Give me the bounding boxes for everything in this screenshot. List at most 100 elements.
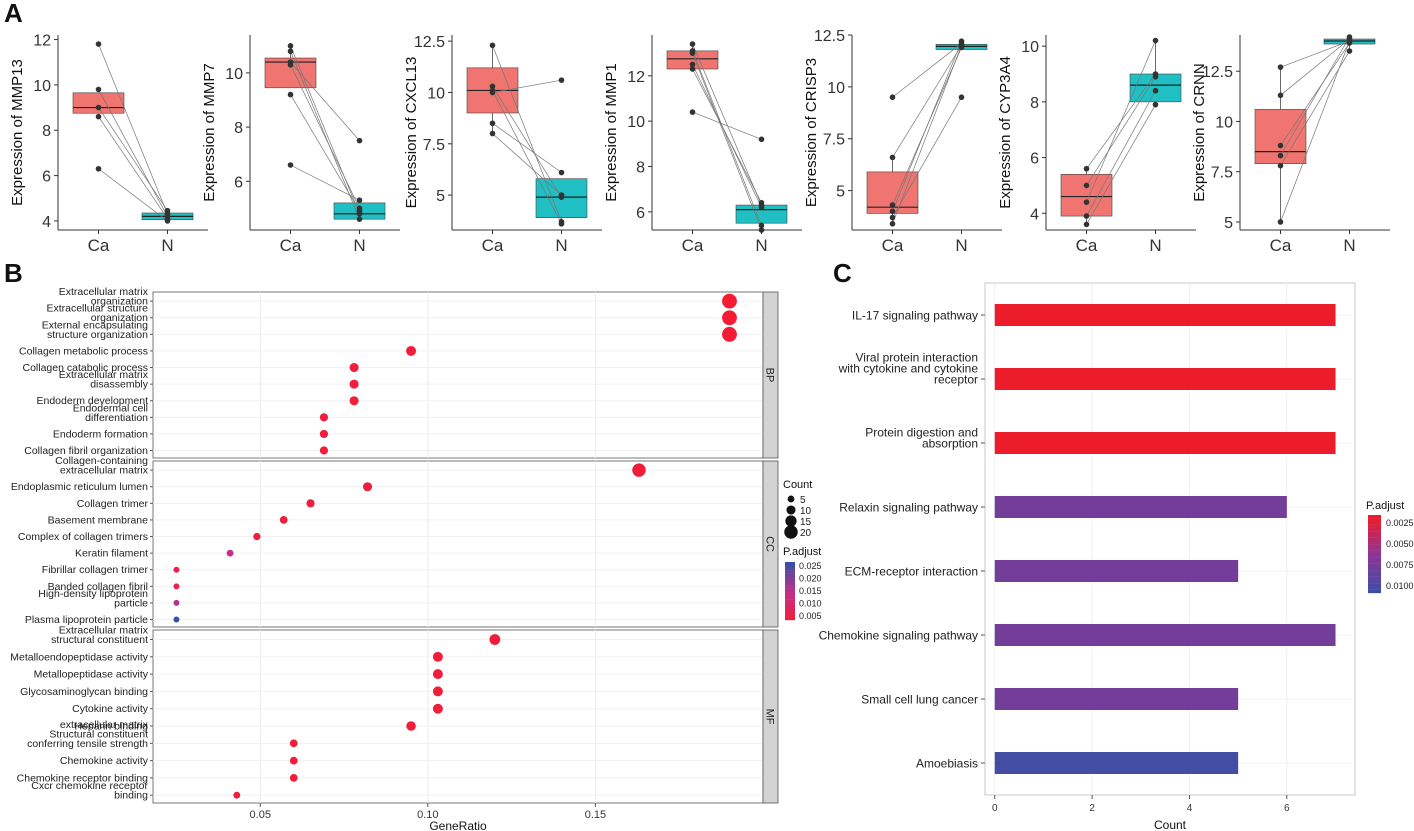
term-label: Endoderm formation bbox=[53, 428, 148, 440]
dot-term bbox=[289, 756, 298, 765]
legend-label: 5 bbox=[800, 495, 806, 506]
x-tick-label: Ca bbox=[88, 236, 110, 255]
pair-line bbox=[892, 45, 962, 224]
dot-term bbox=[432, 669, 443, 680]
dot-term bbox=[489, 634, 501, 645]
colorbar-segment bbox=[1368, 573, 1381, 577]
y-tick-label: 7.5 bbox=[423, 137, 445, 154]
term-label: Metallopeptidase activity bbox=[34, 669, 149, 681]
sample-point-ca bbox=[489, 42, 496, 49]
colorbar-segment bbox=[1368, 560, 1381, 564]
legend-title: Count bbox=[783, 479, 812, 491]
legend-label: 0.0075 bbox=[1386, 560, 1414, 570]
sample-point-ca bbox=[95, 41, 102, 47]
x-axis-label: Count bbox=[1154, 818, 1187, 831]
pair-line bbox=[1280, 36, 1350, 156]
term-label: Basement membrane bbox=[48, 514, 149, 526]
y-tick-label: 6 bbox=[1030, 151, 1039, 168]
y-tick-label: 5 bbox=[836, 184, 845, 201]
pathway-label: Amoebiasis bbox=[916, 757, 978, 771]
term-label: Banded collagen fibril bbox=[48, 581, 148, 593]
colorbar-segment bbox=[785, 573, 795, 577]
x-tick-label: 0.10 bbox=[417, 809, 438, 821]
pair-line bbox=[1280, 38, 1350, 96]
sample-point-n bbox=[558, 221, 565, 227]
sample-point-ca bbox=[489, 89, 496, 96]
dot-term bbox=[306, 499, 315, 508]
y-axis-label: Expression of CRNN bbox=[1191, 63, 1208, 201]
legend-label: 0.015 bbox=[799, 586, 822, 596]
sample-point-ca bbox=[95, 165, 102, 172]
boxplot-cxcl13: 5 7.5 10 12.5 Ca N Expression of CXCL13 bbox=[403, 34, 602, 255]
legend-label: 0.005 bbox=[799, 611, 822, 621]
pair-line bbox=[692, 50, 762, 226]
legend-label: 0.020 bbox=[799, 574, 822, 584]
sample-point-n bbox=[1346, 38, 1353, 44]
colorbar-segment bbox=[785, 614, 795, 618]
y-tick-label: 6 bbox=[42, 169, 51, 186]
y-axis-label: Expression of MMP7 bbox=[201, 63, 218, 201]
plot-panel bbox=[984, 282, 1356, 796]
legend-size-dot bbox=[786, 505, 796, 515]
y-tick-label: 12.5 bbox=[414, 34, 445, 51]
colorbar-segment bbox=[1368, 570, 1381, 574]
dot-term bbox=[406, 345, 417, 356]
colorbar-segment bbox=[1368, 534, 1381, 538]
colorbar-segment bbox=[1368, 515, 1381, 519]
colorbar-segment bbox=[1368, 589, 1381, 594]
sample-point-ca bbox=[489, 130, 496, 137]
sample-point-ca bbox=[1277, 92, 1284, 99]
facet-strip-label: MF bbox=[764, 709, 776, 725]
sample-point-ca bbox=[1083, 165, 1090, 172]
x-tick-label: N bbox=[555, 236, 567, 255]
y-tick-label: 7.5 bbox=[823, 132, 845, 149]
colorbar-segment bbox=[785, 579, 795, 583]
colorbar-segment bbox=[785, 591, 795, 595]
bar-pathway bbox=[994, 432, 1336, 454]
term-label: Endoplasmic reticulum lumen bbox=[11, 481, 148, 493]
dot-term bbox=[349, 396, 359, 406]
y-axis-label: Expression of CYP3A4 bbox=[997, 56, 1014, 209]
sample-point-ca bbox=[689, 61, 696, 68]
term-label: Plasma lipoprotein particle bbox=[25, 614, 148, 626]
bar-pathway bbox=[994, 304, 1336, 326]
colorbar-segment bbox=[785, 605, 795, 609]
term-label: Collagen trimer bbox=[77, 498, 149, 510]
sample-point-n bbox=[1152, 101, 1159, 108]
colorbar-segment bbox=[785, 588, 795, 592]
colorbar-segment bbox=[1368, 537, 1381, 542]
colorbar-segment bbox=[785, 617, 795, 621]
sample-point-ca bbox=[889, 208, 896, 215]
legend-size-dot bbox=[785, 515, 797, 527]
sample-point-ca bbox=[489, 120, 496, 127]
colorbar-segment bbox=[785, 596, 795, 600]
dot-term bbox=[289, 739, 298, 748]
y-tick-label: 7.5 bbox=[1211, 165, 1233, 182]
bar-pathway bbox=[994, 624, 1336, 646]
term-label: Endodermal cell bbox=[73, 402, 148, 414]
sample-point-n bbox=[164, 218, 171, 224]
sample-point-n bbox=[1152, 37, 1159, 44]
dot-term bbox=[362, 482, 373, 492]
x-tick-label: 4 bbox=[1187, 803, 1193, 814]
sample-point-n bbox=[164, 207, 171, 214]
pair-line bbox=[492, 79, 562, 93]
dot-term bbox=[279, 516, 288, 524]
facet-panel bbox=[152, 291, 764, 459]
colorbar-segment bbox=[785, 582, 795, 586]
panel-a-boxplots: 4 6 8 10 12 Ca N Expression of MMP13 6 8 10 Ca N Expr… bbox=[9, 28, 1390, 255]
x-tick-label: N bbox=[161, 236, 173, 255]
pathway-label: receptor bbox=[934, 373, 978, 387]
pathway-label: Small cell lung cancer bbox=[861, 693, 978, 707]
pair-line bbox=[98, 107, 168, 211]
boxplot-crisp3: 5 7.5 10 12.5 Ca N Expression of CRISP3 bbox=[803, 28, 1002, 255]
colorbar-segment bbox=[1368, 583, 1381, 587]
x-tick-label: Ca bbox=[1270, 236, 1292, 255]
sample-point-ca bbox=[889, 214, 896, 221]
pair-line bbox=[492, 45, 562, 222]
facet-strip bbox=[762, 291, 779, 459]
colorbar-segment bbox=[785, 608, 795, 612]
